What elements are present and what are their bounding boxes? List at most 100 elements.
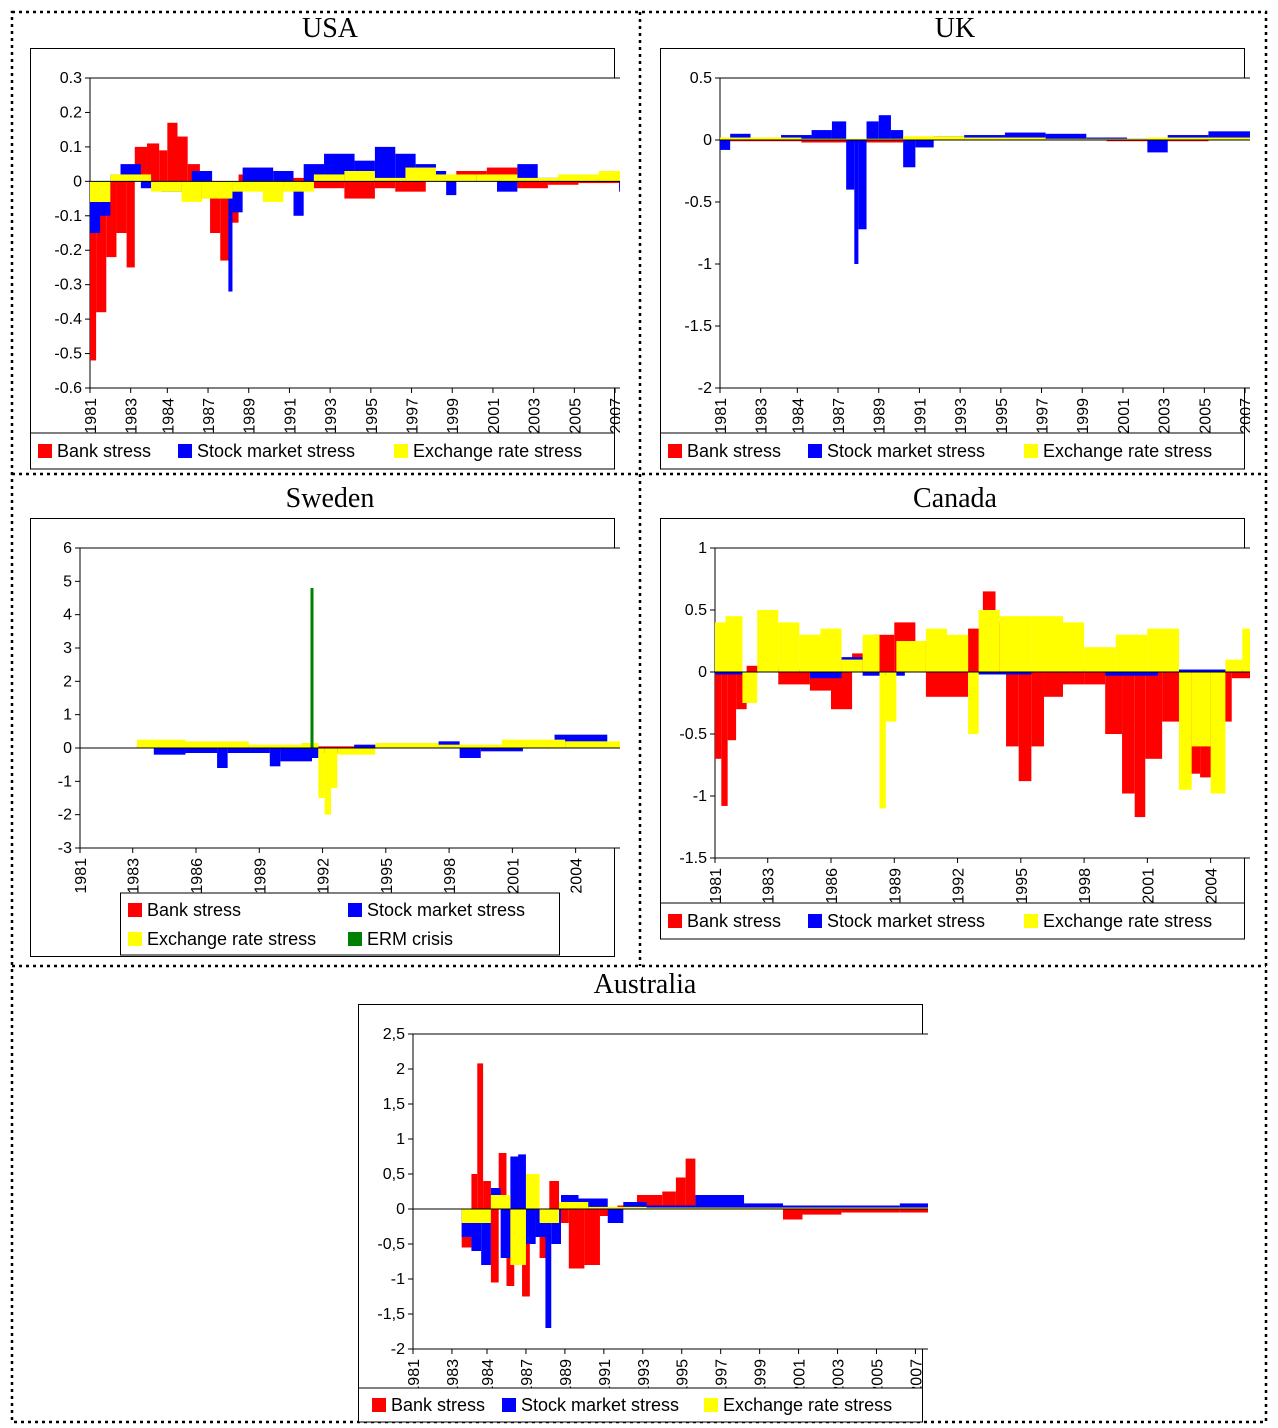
legend-label: Exchange rate stress <box>723 1395 892 1415</box>
bar <box>518 1154 526 1209</box>
bar <box>831 672 853 710</box>
bar <box>96 181 107 313</box>
x-tick-label: 1995 <box>675 1359 692 1395</box>
bar <box>1063 672 1085 685</box>
bar <box>1157 669 1250 672</box>
bar <box>742 672 758 703</box>
bar <box>568 1209 585 1269</box>
bar <box>588 1206 647 1209</box>
bar <box>1018 672 1032 782</box>
bar <box>915 140 934 148</box>
bar <box>185 748 218 753</box>
x-tick-label: 1991 <box>597 1359 614 1395</box>
bar <box>293 181 304 216</box>
legend-swatch <box>704 1398 718 1412</box>
y-tick-label: -0.5 <box>54 346 82 363</box>
bar <box>578 1198 608 1209</box>
bars <box>715 591 1250 818</box>
bar <box>799 634 821 672</box>
legend-swatch <box>128 903 142 917</box>
bar <box>1044 672 1063 697</box>
bar <box>344 171 375 182</box>
x-tick-label: 1989 <box>887 868 904 904</box>
bar <box>551 1209 561 1244</box>
bar <box>878 115 891 140</box>
x-tick-label: 1995 <box>1014 868 1031 904</box>
bar <box>262 181 284 202</box>
y-tick-label: 0 <box>396 1201 405 1218</box>
x-tick-label: 1984 <box>480 1359 497 1395</box>
bar <box>461 1209 491 1223</box>
x-tick-label: 2007 <box>1238 398 1250 434</box>
bar <box>344 181 375 199</box>
plot-area <box>79 547 620 849</box>
x-tick-label: 2007 <box>908 1359 925 1395</box>
bar <box>90 181 101 233</box>
bar <box>899 1203 928 1209</box>
y-tick-label: 1 <box>698 540 707 557</box>
bar <box>181 181 202 202</box>
bar <box>374 146 396 182</box>
x-tick-label: 1989 <box>872 398 889 434</box>
bar <box>539 1209 560 1223</box>
bar <box>476 174 518 182</box>
bar <box>858 140 867 230</box>
bar <box>116 181 127 233</box>
bar <box>662 1191 676 1209</box>
x-tick-label: 1989 <box>252 858 269 894</box>
bar <box>947 672 969 697</box>
bar <box>968 672 1032 675</box>
legend-swatch <box>502 1398 516 1412</box>
bar <box>227 748 270 753</box>
legend-label: Stock market stress <box>367 900 525 920</box>
x-tick-label: 1981 <box>708 868 725 904</box>
y-tick-label: -1,5 <box>377 1306 405 1323</box>
bar <box>1084 672 1106 685</box>
bar <box>324 748 331 815</box>
y-tick-label: -0.5 <box>684 194 712 211</box>
bar <box>1231 672 1250 679</box>
x-tick-label: 1995 <box>379 858 396 894</box>
bar <box>715 672 758 675</box>
x-tick-label: 1989 <box>242 398 259 434</box>
y-tick-label: 1 <box>63 707 72 724</box>
bar <box>395 181 426 192</box>
bar <box>1242 628 1250 672</box>
bar <box>1084 647 1116 672</box>
bar <box>547 181 579 185</box>
bar <box>730 133 751 140</box>
bar <box>947 634 969 672</box>
x-tick-label: 2001 <box>486 398 503 434</box>
legend: Bank stress Stock market stress Exchange r… <box>660 432 1245 470</box>
x-tick-label: 1987 <box>519 1359 536 1395</box>
bar <box>744 1203 783 1209</box>
bar <box>623 1202 647 1209</box>
series-exchange-rate-stress <box>720 136 1250 140</box>
x-tick-label: 1987 <box>201 398 218 434</box>
x-tick-label: 2003 <box>527 398 544 434</box>
bar <box>490 1195 511 1209</box>
bar <box>1122 672 1135 794</box>
series-exchange-rate-stress <box>461 1174 928 1265</box>
bar <box>584 1209 600 1265</box>
bar <box>110 174 152 182</box>
bar <box>549 1181 560 1209</box>
bar <box>248 744 302 748</box>
bar <box>283 181 314 192</box>
bar <box>153 748 186 755</box>
bar <box>559 1202 589 1209</box>
bar <box>510 1156 519 1209</box>
bar <box>1147 140 1168 153</box>
bar <box>896 641 926 672</box>
y-tick-label: 0 <box>63 740 72 757</box>
bar <box>565 741 620 748</box>
bar <box>1210 672 1226 794</box>
bar <box>136 739 186 748</box>
y-tick-label: -1 <box>391 1271 405 1288</box>
x-tick-label: 1999 <box>753 1359 770 1395</box>
series-exchange-rate-stress <box>90 167 620 202</box>
y-tick-label: -1 <box>58 773 72 790</box>
bar <box>177 136 188 182</box>
